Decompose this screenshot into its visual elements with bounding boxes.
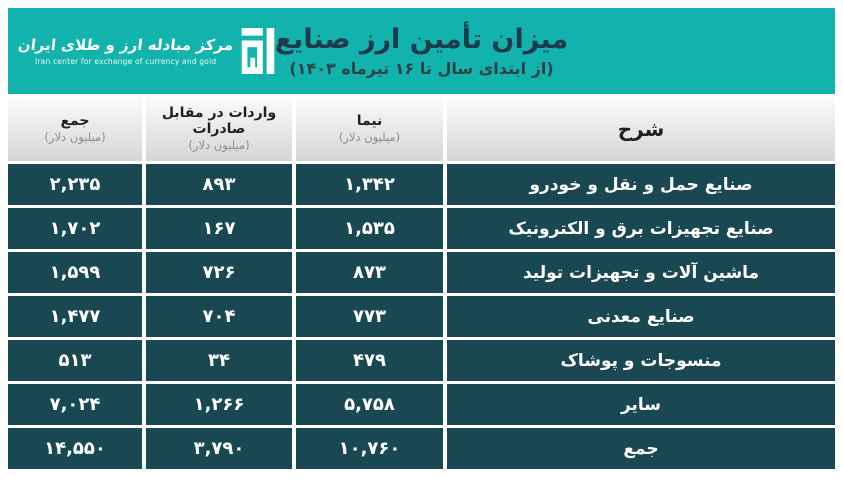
column-header-desc: شرح <box>447 97 835 161</box>
column-header-imports-label: واردات در مقابل صادرات <box>161 105 277 138</box>
org-name-farsi: مرکز مبادله ارز و طلای ایران <box>17 36 235 54</box>
org-logo: مرکز مبادله ارز و طلای ایران Iran center… <box>17 8 275 94</box>
table-row-nima: ۸۷۳ <box>296 252 443 293</box>
table-row-desc: صنایع تجهیزات برق و الکترونیک <box>447 208 835 249</box>
infographic-frame: میزان تأمین ارز صنایع (از ابتدای سال تا … <box>8 8 835 469</box>
table-row-desc: ماشین آلات و تجهیزات تولید <box>447 252 835 293</box>
table-row-total: ۱,۵۹۹ <box>8 252 142 293</box>
table-total-row-desc: جمع <box>447 428 835 469</box>
column-header-desc-label: شرح <box>617 116 665 141</box>
table-row-nima: ۷۷۳ <box>296 296 443 337</box>
table-row-total: ۱,۴۷۷ <box>8 296 142 337</box>
table-row-imports: ۳۴ <box>146 340 292 381</box>
kufic-square-monogram-icon <box>242 28 275 74</box>
table-row-imports: ۷۰۴ <box>146 296 292 337</box>
table-row-total: ۲,۲۳۵ <box>8 164 142 205</box>
table-row-imports: ۱,۲۶۶ <box>146 384 292 425</box>
table-row-nima: ۵,۷۵۸ <box>296 384 443 425</box>
column-header-imports: واردات در مقابل صادرات (میلیون دلار) <box>146 97 292 161</box>
org-tagline-english: Iran center for exchange of currency and… <box>34 57 217 66</box>
column-header-nima-unit: (میلیون دلار) <box>338 130 401 145</box>
column-header-nima: نیما (میلیون دلار) <box>296 97 443 161</box>
column-header-total-label: جمع <box>60 113 90 130</box>
table-row-desc: منسوجات و پوشاک <box>447 340 835 381</box>
column-header-nima-label: نیما <box>356 113 383 130</box>
data-table: شرح نیما (میلیون دلار) واردات در مقابل ص… <box>8 97 835 469</box>
table-total-row-nima: ۱۰,۷۶۰ <box>296 428 443 469</box>
table-row-imports: ۸۹۳ <box>146 164 292 205</box>
title-block: میزان تأمین ارز صنایع (از ابتدای سال تا … <box>8 8 835 94</box>
table-row-nima: ۱,۵۳۵ <box>296 208 443 249</box>
page-subtitle: (از ابتدای سال تا ۱۶ تیرماه ۱۴۰۳) <box>289 59 554 78</box>
column-header-total-unit: (میلیون دلار) <box>44 130 106 145</box>
table-row-total: ۱,۷۰۲ <box>8 208 142 249</box>
table-row-total: ۵۱۳ <box>8 340 142 381</box>
table-total-row-imports: ۳,۷۹۰ <box>146 428 292 469</box>
table-row-desc: صنایع حمل و نقل و خودرو <box>447 164 835 205</box>
table-total-row-total: ۱۴,۵۵۰ <box>8 428 142 469</box>
table-row-total: ۷,۰۲۴ <box>8 384 142 425</box>
column-header-total: جمع (میلیون دلار) <box>8 97 142 161</box>
title-band: میزان تأمین ارز صنایع (از ابتدای سال تا … <box>8 8 835 94</box>
page-title: میزان تأمین ارز صنایع <box>274 24 569 55</box>
table-row-imports: ۱۶۷ <box>146 208 292 249</box>
table-row-desc: صنایع معدنی <box>447 296 835 337</box>
table-row-desc: سایر <box>447 384 835 425</box>
table-row-nima: ۱,۳۴۲ <box>296 164 443 205</box>
org-logo-text: مرکز مبادله ارز و طلای ایران Iran center… <box>17 36 235 66</box>
table-row-imports: ۷۲۶ <box>146 252 292 293</box>
column-header-imports-unit: (میلیون دلار) <box>188 138 250 153</box>
table-row-nima: ۴۷۹ <box>296 340 443 381</box>
